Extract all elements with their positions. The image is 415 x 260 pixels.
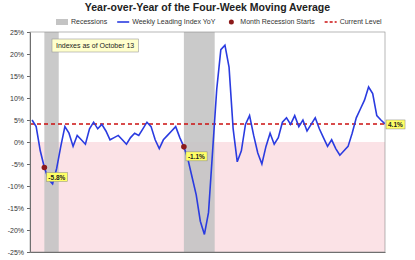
plot-frame — [30, 32, 385, 252]
y-tick-mark — [27, 142, 30, 143]
y-tick: 5% — [14, 117, 30, 124]
y-tick: 25% — [10, 29, 30, 36]
y-tick-mark — [27, 186, 30, 187]
y-tick-mark — [27, 120, 30, 121]
legend-swatch — [325, 21, 337, 23]
y-tick-mark — [27, 54, 30, 55]
legend-label: Current Level — [340, 18, 382, 25]
legend-label: Recessions — [71, 18, 108, 25]
y-tick-mark — [27, 230, 30, 231]
y-tick-label: -10% — [8, 183, 24, 190]
y-tick-label: 0% — [14, 139, 24, 146]
y-tick-mark — [27, 208, 30, 209]
series-line — [32, 45, 385, 234]
y-tick: 15% — [10, 73, 30, 80]
note-text: Indexes as of October 13 — [56, 42, 134, 49]
y-tick-label: -20% — [8, 227, 24, 234]
y-tick-label: 20% — [10, 51, 24, 58]
y-tick: -10% — [8, 183, 30, 190]
y-tick-mark — [27, 76, 30, 77]
current-level-line — [30, 123, 385, 125]
chart-svg: Year-over-Year of the Four-Week Moving A… — [0, 0, 415, 260]
note: Indexes as of October 13 — [52, 39, 138, 52]
y-tick-mark — [27, 32, 30, 33]
y-tick: 10% — [10, 95, 30, 102]
recession-start-dot — [42, 165, 48, 171]
y-tick: 20% — [10, 51, 30, 58]
y-tick-label: 5% — [14, 117, 24, 124]
legend: Recessions Weekly Leading Index YoY Month … — [56, 18, 382, 26]
recession-start-label-text: -5.8% — [48, 174, 65, 181]
y-tick: -5% — [12, 161, 30, 168]
legend-label: Month Recession Starts — [240, 18, 315, 25]
recession-start-dot — [181, 144, 187, 150]
y-axis: -25% -20% -15% -10% -5% 0% 5% 10% 15% 20% 25% — [8, 29, 31, 256]
y-tick-mark — [27, 98, 30, 99]
y-tick-label: -25% — [8, 249, 24, 256]
y-tick-mark — [27, 252, 30, 253]
recession-start-label-box — [186, 152, 207, 161]
y-tick-label: 10% — [10, 95, 24, 102]
recession-start-label: -5.8% — [46, 173, 67, 182]
y-tick-label: -15% — [8, 205, 24, 212]
legend-label: Weekly Leading Index YoY — [132, 18, 215, 26]
y-tick-mark — [27, 164, 30, 165]
y-tick: -20% — [8, 227, 30, 234]
y-tick: 0% — [14, 139, 30, 146]
y-tick: -25% — [8, 249, 30, 256]
current-level-label: 4.1% — [386, 120, 405, 129]
y-tick-label: -5% — [12, 161, 24, 168]
legend-swatch — [229, 20, 234, 25]
chart-container: Year-over-Year of the Four-Week Moving A… — [0, 0, 415, 260]
legend-swatch — [117, 21, 129, 23]
current-level-label-text: 4.1% — [388, 121, 403, 128]
recession-start-label-box — [46, 173, 67, 182]
note-box — [52, 39, 138, 52]
y-tick: -15% — [8, 205, 30, 212]
y-tick-label: 15% — [10, 73, 24, 80]
recession-start-label-text: -1.1% — [188, 153, 205, 160]
current-level-label-box — [386, 120, 405, 129]
recession-band — [44, 32, 58, 252]
plot-area — [30, 32, 385, 252]
title: Year-over-Year of the Four-Week Moving A… — [85, 1, 330, 13]
y-tick-label: 25% — [10, 29, 24, 36]
recession-start-label: -1.1% — [186, 152, 207, 161]
legend-swatch — [56, 19, 68, 25]
